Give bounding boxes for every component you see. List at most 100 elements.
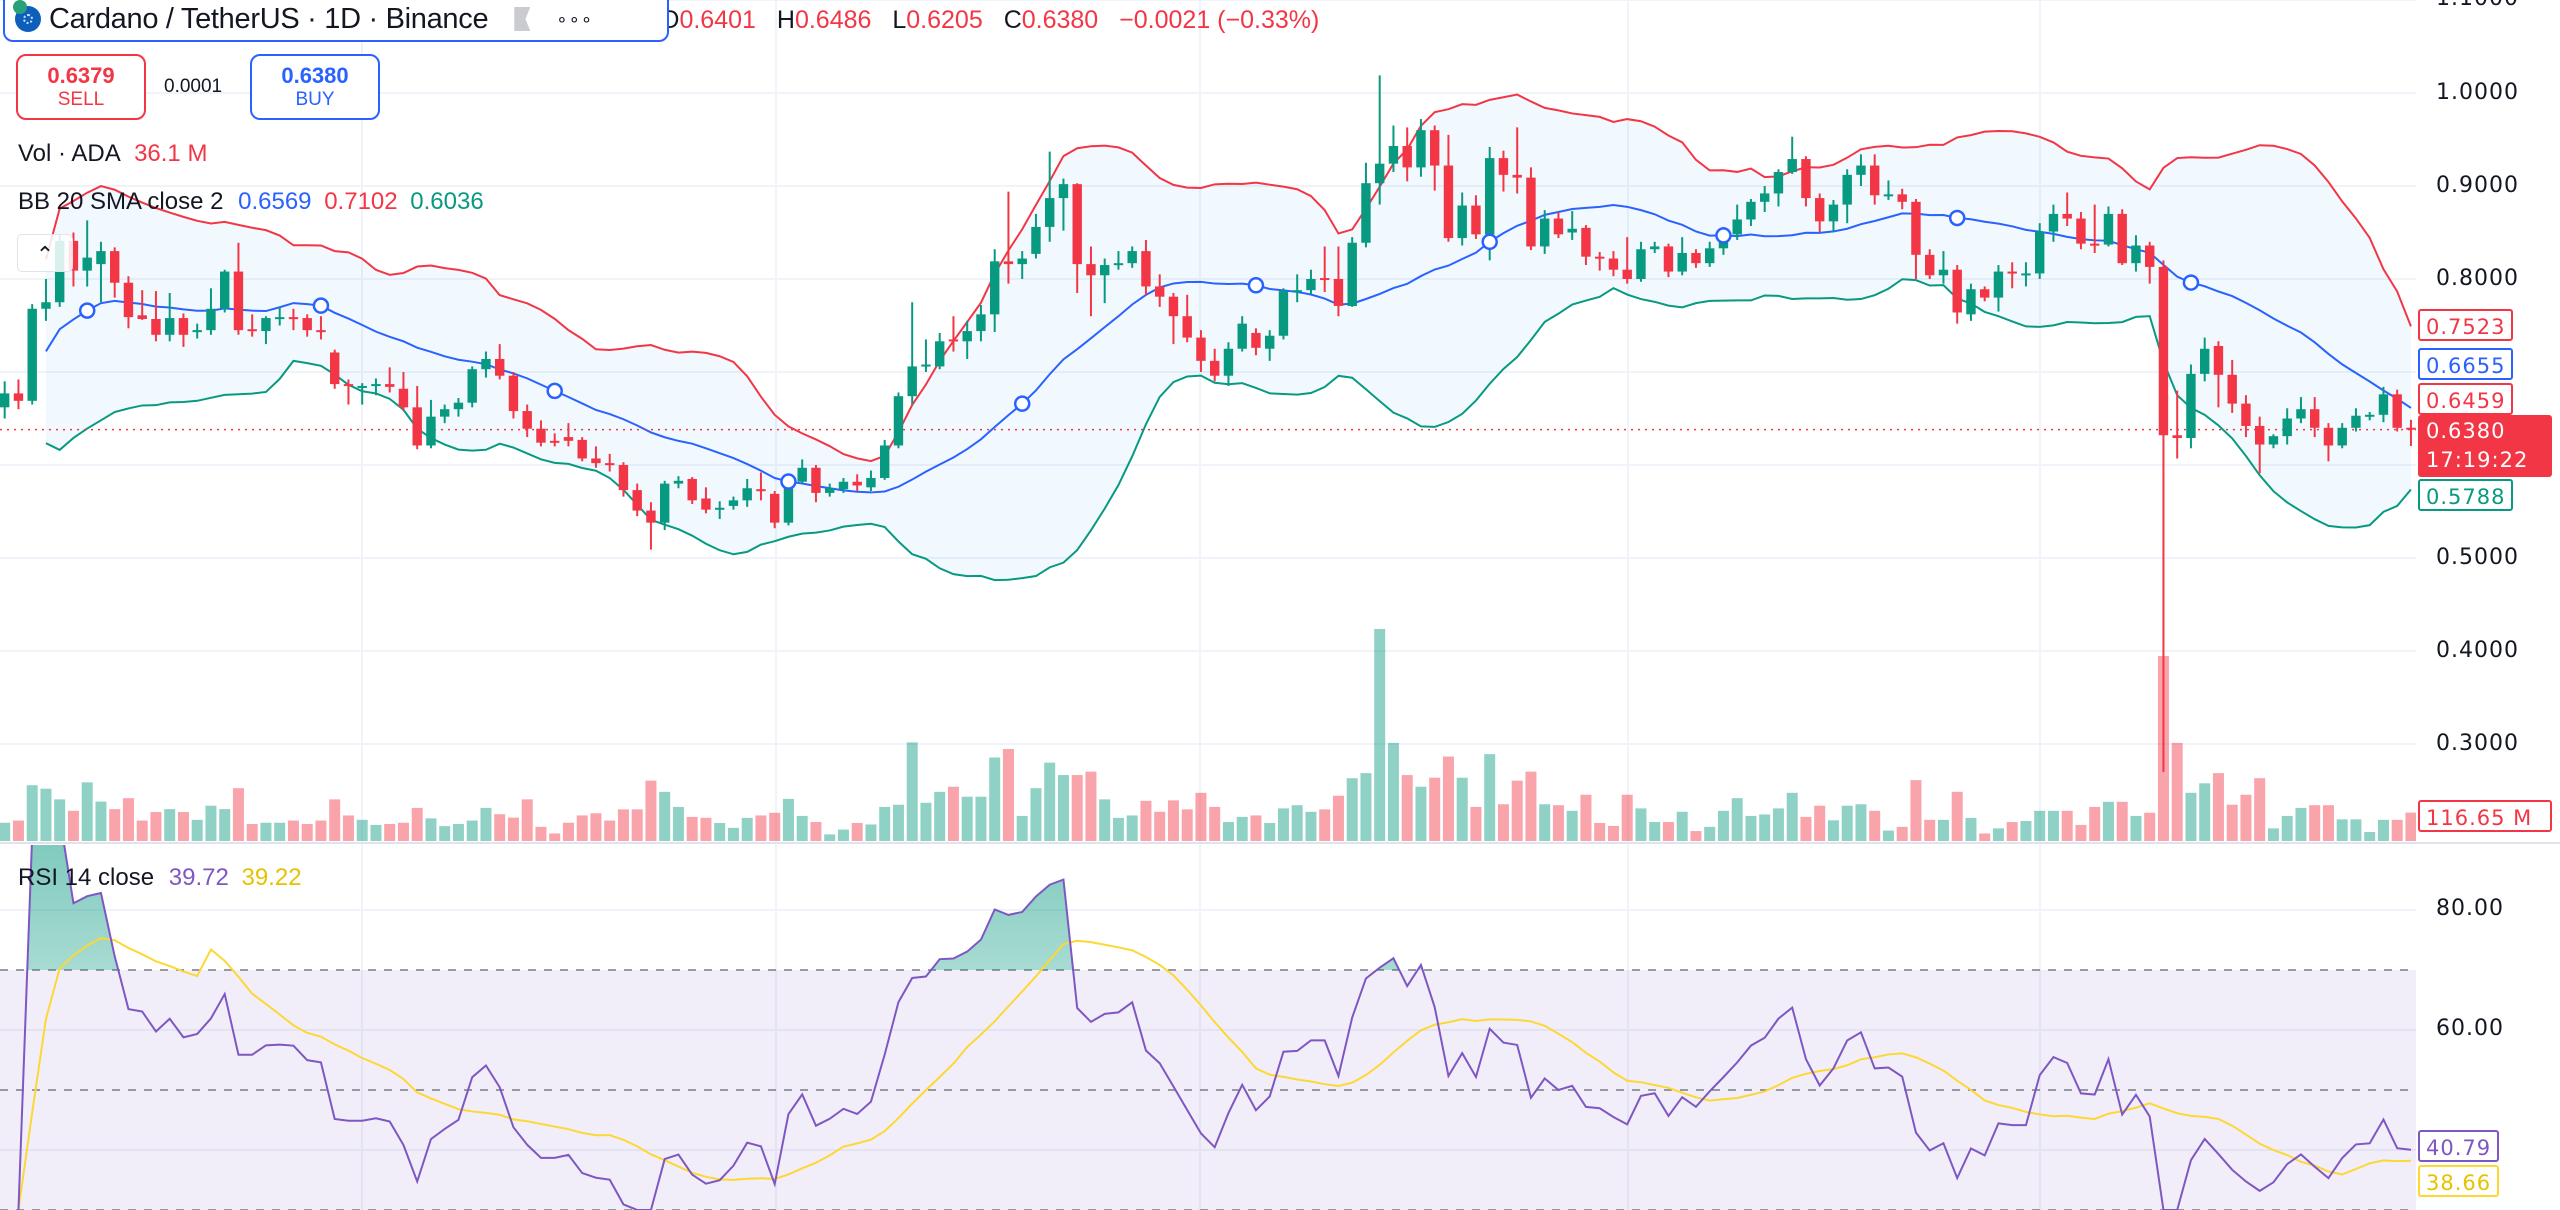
candle-body	[577, 439, 587, 459]
volume-bar	[1869, 810, 1881, 841]
volume-bar	[1085, 771, 1097, 841]
candle-body	[1003, 261, 1014, 265]
candle	[316, 316, 326, 340]
event-marker-icon	[780, 473, 797, 490]
volume-bar	[1291, 805, 1303, 841]
volume-bar	[219, 809, 231, 841]
volume-bar	[2212, 773, 2224, 841]
candle-body	[1430, 130, 1440, 166]
candle-body	[82, 257, 92, 271]
volume-bar	[1002, 748, 1014, 841]
candle-body	[1842, 174, 1852, 205]
candle	[605, 453, 615, 472]
bb-legend[interactable]: BB 20 SMA close 2 0.6569 0.7102 0.6036	[18, 188, 484, 216]
volume-bar	[12, 820, 24, 841]
volume-bar	[1951, 791, 1963, 841]
sell-button[interactable]: 0.6379 SELL	[16, 54, 146, 120]
price-tick: 0.8000	[2436, 266, 2519, 291]
volume-bar	[1800, 816, 1812, 841]
volume-bar	[1140, 800, 1152, 841]
candle	[2406, 419, 2416, 446]
candle-body	[2365, 414, 2375, 417]
candle	[632, 483, 642, 517]
volume-bar	[769, 812, 781, 841]
more-options-icon[interactable]: ∘∘∘	[556, 8, 594, 29]
volume-bar	[315, 820, 327, 841]
volume-bar	[1992, 828, 2004, 841]
volume-bar	[1882, 830, 1894, 841]
flag-icon[interactable]	[514, 7, 531, 31]
candle-body	[1485, 158, 1495, 235]
buy-button[interactable]: 0.6380 BUY	[250, 54, 380, 120]
volume-bar	[1937, 819, 1949, 841]
candle	[1608, 251, 1619, 277]
candle	[137, 290, 147, 320]
volume-bar	[1924, 819, 1936, 841]
volume-bar	[645, 780, 657, 841]
candle-body	[2117, 213, 2127, 264]
candle	[1196, 330, 1206, 372]
volume-bar	[2240, 794, 2252, 841]
volume-bar	[1704, 826, 1716, 841]
candle-body	[2145, 245, 2155, 267]
rsi-legend[interactable]: RSI 14 close 39.72 39.22	[18, 864, 302, 892]
event-marker-icon	[546, 382, 563, 400]
volume-bar	[246, 823, 258, 841]
candle-body	[1993, 271, 2004, 298]
candle	[151, 291, 161, 342]
candle-body	[2310, 409, 2320, 428]
volume-bar	[727, 827, 739, 841]
bb-basis-line	[45, 204, 2412, 494]
candle-body	[1237, 323, 1247, 349]
volume-bar	[1690, 831, 1702, 841]
volume-legend[interactable]: Vol · ADA 36.1 M	[18, 140, 207, 168]
volume-bar	[411, 807, 423, 841]
candle	[1622, 237, 1632, 284]
candle-body	[1223, 348, 1234, 376]
volume-bar	[287, 820, 299, 841]
event-markers	[78, 209, 2200, 490]
candle	[206, 288, 216, 335]
candle	[426, 399, 436, 449]
volume-bar	[425, 818, 437, 841]
candle	[2131, 235, 2141, 272]
candle-body	[2035, 231, 2045, 274]
volume-bar	[1731, 798, 1743, 841]
volume-bar	[2116, 801, 2128, 841]
symbol-header[interactable]: Cardano / TetherUS · 1D · Binance ∘∘∘	[3, 0, 669, 42]
candle-body	[1883, 194, 1894, 197]
candle-body	[797, 467, 807, 482]
candle-body	[1443, 165, 1454, 239]
candle-body	[343, 384, 354, 387]
event-marker-icon	[1948, 209, 1966, 227]
candle	[2213, 341, 2224, 408]
candle	[1333, 246, 1344, 317]
event-marker-icon	[1715, 227, 1732, 244]
candle-body	[1980, 289, 1990, 298]
candle	[660, 480, 670, 531]
candle	[1650, 241, 1660, 253]
volume-bar	[617, 809, 629, 841]
sell-label: SELL	[57, 89, 105, 110]
candle-body	[756, 489, 766, 492]
candle	[2296, 397, 2306, 424]
candle	[275, 306, 285, 326]
event-marker-icon	[1013, 395, 1031, 412]
candle	[550, 433, 560, 447]
volume-bar	[109, 809, 121, 841]
candle	[165, 292, 175, 342]
candle-body	[1196, 337, 1206, 361]
candle-body	[2131, 245, 2141, 264]
candle-body	[1773, 172, 1784, 194]
candle	[1498, 150, 1509, 192]
candle-body	[1801, 159, 1811, 199]
volume-legend-title: Vol · ADA	[18, 140, 120, 167]
candle	[440, 404, 450, 424]
candle	[1141, 239, 1151, 296]
collapse-legend-button[interactable]: ⌃	[17, 234, 73, 272]
volume-bar	[934, 791, 946, 841]
candle-body	[2158, 266, 2169, 436]
candle	[2337, 423, 2347, 449]
candle-body	[2241, 403, 2251, 426]
